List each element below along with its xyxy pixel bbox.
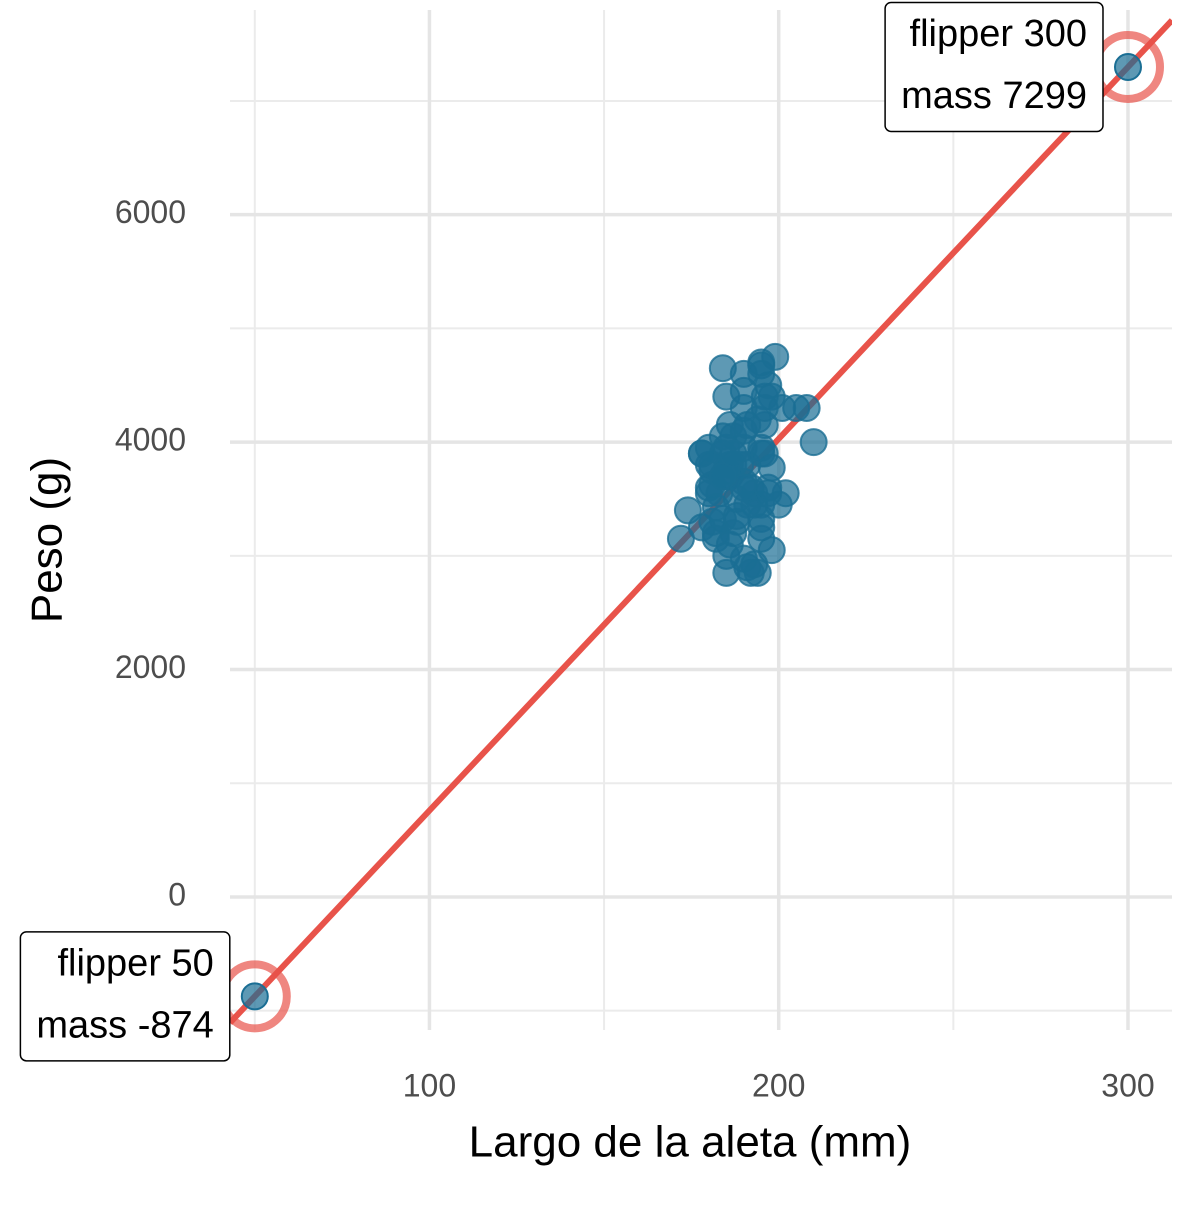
highlight-point: [240, 982, 269, 1011]
highlight-point: [1113, 52, 1142, 81]
point: [733, 411, 762, 440]
x-axis-title: Largo de la aleta (mm): [469, 1118, 912, 1167]
annotation-text: flipper 50: [57, 942, 213, 984]
grid: [230, 10, 1172, 1030]
point: [687, 439, 716, 468]
annotation: flipper 300 mass 7299: [884, 1, 1104, 133]
x-tick-label: 200: [752, 1067, 805, 1103]
x-tick-label: 100: [403, 1067, 456, 1103]
point: [792, 393, 821, 422]
point: [719, 439, 748, 468]
point: [799, 428, 828, 457]
point: [708, 462, 737, 491]
point: [757, 453, 786, 482]
x-tick-label: 300: [1101, 1067, 1154, 1103]
annotation: flipper 50 mass -874: [19, 931, 231, 1062]
annotation-box: [19, 931, 231, 1062]
point: [740, 550, 769, 579]
point: [712, 558, 741, 587]
y-tick-label: 4000: [115, 422, 186, 458]
annotation-text: flipper 300: [910, 13, 1087, 55]
annotation-box: [884, 1, 1104, 133]
point: [729, 376, 758, 405]
y-tick-label: 2000: [115, 649, 186, 685]
point: [722, 502, 751, 531]
point: [750, 393, 779, 422]
annotation-text: mass 7299: [901, 75, 1087, 117]
y-tick-label: 0: [168, 876, 186, 912]
point: [747, 359, 776, 388]
annotation-text: mass -874: [36, 1004, 213, 1046]
marks: [218, 18, 1172, 1033]
y-tick-label: 6000: [115, 194, 186, 230]
y-axis-title: Peso (g): [23, 457, 72, 623]
